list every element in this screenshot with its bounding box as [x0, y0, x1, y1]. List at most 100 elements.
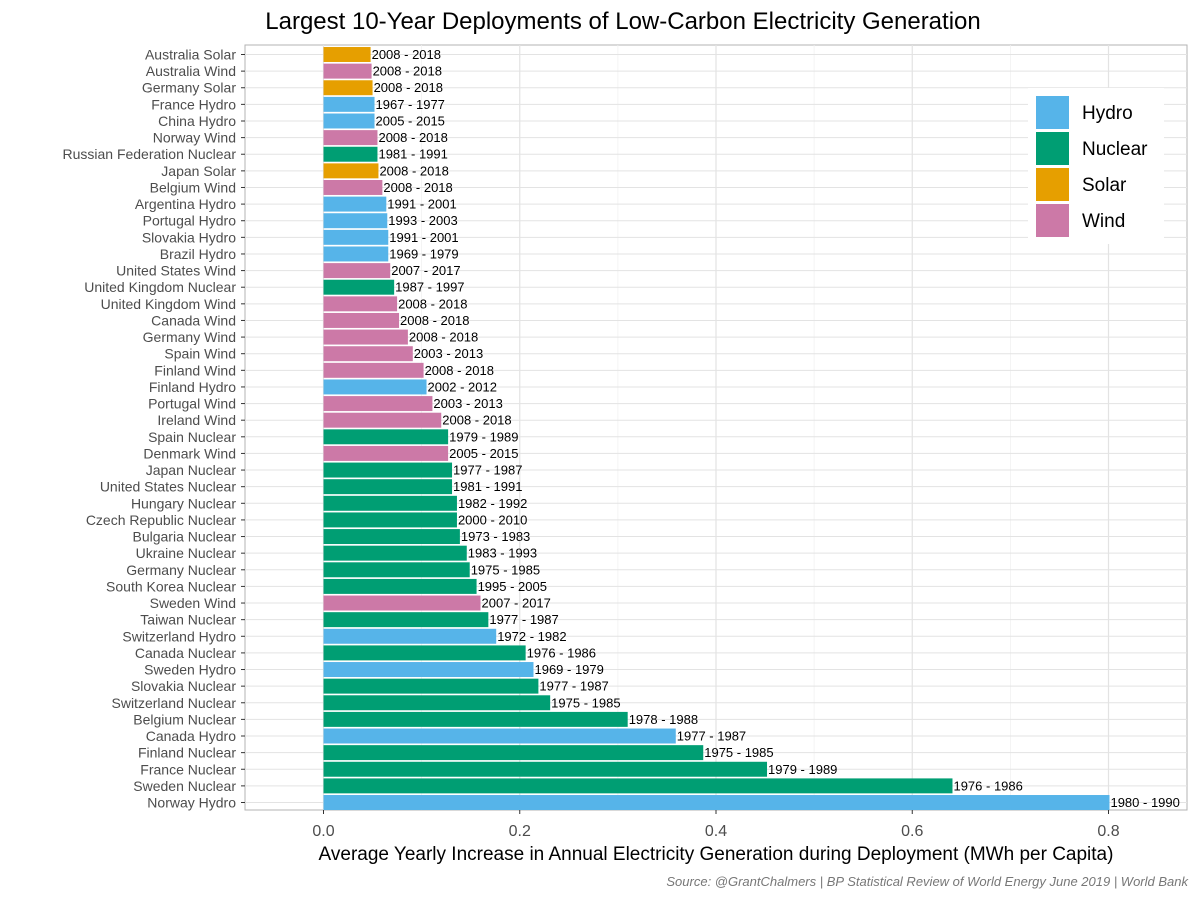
bar-period-label: 2008 - 2018: [400, 313, 469, 328]
category-label: China Hydro: [158, 113, 236, 129]
category-label: Finland Hydro: [149, 379, 236, 395]
category-label: Brazil Hydro: [160, 246, 236, 262]
x-tick-label: 0.4: [705, 823, 727, 840]
legend-key: [1036, 96, 1069, 129]
category-label: Denmark Wind: [143, 445, 236, 461]
bar-period-label: 1993 - 2003: [388, 213, 457, 228]
bar: [323, 545, 467, 561]
x-tick-label: 0.2: [509, 823, 531, 840]
x-axis-ticks: 0.0 0.2 0.4 0.6 0.8: [312, 810, 1120, 840]
bar: [323, 296, 398, 312]
category-label: Slovakia Nuclear: [131, 678, 236, 694]
category-label: Switzerland Hydro: [122, 628, 236, 644]
bar: [323, 445, 449, 461]
category-label: Sweden Wind: [150, 595, 236, 611]
category-label: Ukraine Nuclear: [136, 545, 237, 561]
category-label: Norway Wind: [153, 130, 236, 146]
category-label: Portugal Wind: [148, 396, 236, 412]
category-label: Hungary Nuclear: [131, 495, 236, 511]
category-label: Japan Solar: [161, 163, 236, 179]
category-label: Spain Wind: [164, 346, 236, 362]
category-label: France Nuclear: [140, 761, 236, 777]
bar-period-label: 1977 - 1987: [677, 729, 746, 744]
category-label: Czech Republic Nuclear: [86, 512, 237, 528]
source-caption: Source: @GrantChalmers | BP Statistical …: [666, 874, 1189, 889]
bar-period-label: 2005 - 2015: [376, 113, 445, 128]
bar: [323, 761, 768, 777]
legend-label: Hydro: [1082, 103, 1133, 124]
bar: [323, 728, 676, 744]
legend-key: [1036, 168, 1069, 201]
bar: [323, 130, 378, 146]
legend-label: Wind: [1082, 211, 1125, 232]
bar: [323, 113, 375, 129]
bar-period-label: 1975 - 1985: [471, 562, 540, 577]
bar-period-label: 1991 - 2001: [389, 230, 458, 245]
category-label: United States Wind: [116, 263, 236, 279]
bar: [323, 745, 704, 761]
bar: [323, 213, 388, 229]
bar-period-label: 2008 - 2018: [373, 64, 442, 79]
bar-period-label: 1980 - 1990: [1110, 795, 1179, 810]
category-label: United States Nuclear: [100, 479, 237, 495]
bar-period-label: 1995 - 2005: [478, 579, 547, 594]
x-axis-title: Average Yearly Increase in Annual Electr…: [319, 844, 1114, 865]
category-label: Canada Wind: [151, 312, 236, 328]
legend-label: Nuclear: [1082, 139, 1148, 160]
bar-period-label: 1981 - 1991: [378, 147, 447, 162]
bar-period-label: 2008 - 2018: [442, 413, 511, 428]
bar-period-label: 2003 - 2013: [414, 346, 483, 361]
bar-period-label: 2008 - 2018: [378, 130, 447, 145]
category-label: Finland Wind: [154, 362, 236, 378]
category-label: Canada Nuclear: [135, 645, 237, 661]
bar: [323, 512, 457, 528]
bar: [323, 362, 424, 378]
bar-period-label: 1981 - 1991: [453, 479, 522, 494]
bar-period-label: 1969 - 1979: [389, 246, 458, 261]
legend-key: [1036, 204, 1069, 237]
bar: [323, 429, 449, 445]
bar: [323, 96, 375, 112]
bar-period-label: 1969 - 1979: [534, 662, 603, 677]
bar-period-label: 1967 - 1977: [376, 97, 445, 112]
bar-period-label: 2008 - 2018: [372, 47, 441, 62]
bar: [323, 795, 1110, 810]
bar: [323, 379, 427, 395]
category-label: Germany Nuclear: [126, 562, 236, 578]
bar: [323, 462, 453, 478]
bar: [323, 578, 477, 594]
bar-period-label: 2003 - 2013: [433, 396, 502, 411]
bar-period-label: 1983 - 1993: [468, 546, 537, 561]
bar-period-label: 1979 - 1989: [768, 762, 837, 777]
bar: [323, 263, 391, 279]
bar-period-label: 1982 - 1992: [458, 496, 527, 511]
bar: [323, 612, 489, 628]
bar: [323, 329, 408, 345]
bar-period-label: 2008 - 2018: [374, 80, 443, 95]
legend-key: [1036, 132, 1069, 165]
category-label: United Kingdom Wind: [101, 296, 236, 312]
bar-period-label: 2008 - 2018: [379, 163, 448, 178]
category-label: Bulgaria Nuclear: [133, 529, 237, 545]
bar-period-label: 1975 - 1985: [704, 745, 773, 760]
bar-period-label: 2007 - 2017: [482, 596, 551, 611]
bar: [323, 678, 539, 694]
legend: Hydro Nuclear Solar Wind: [1028, 88, 1164, 244]
category-label: Taiwan Nuclear: [140, 612, 236, 628]
chart-title: Largest 10-Year Deployments of Low-Carbo…: [265, 8, 980, 35]
category-label: South Korea Nuclear: [106, 578, 236, 594]
bar: [323, 63, 372, 79]
bar: [323, 562, 470, 578]
category-label: France Hydro: [151, 96, 236, 112]
bar-period-label: 1977 - 1987: [489, 612, 558, 627]
category-label: Belgium Nuclear: [133, 711, 236, 727]
bar-period-label: 2005 - 2015: [449, 446, 518, 461]
bar: [323, 529, 460, 545]
bar-period-label: 2000 - 2010: [458, 512, 527, 527]
bar: [323, 479, 453, 495]
bar: [323, 495, 457, 511]
bar-period-label: 1991 - 2001: [387, 197, 456, 212]
